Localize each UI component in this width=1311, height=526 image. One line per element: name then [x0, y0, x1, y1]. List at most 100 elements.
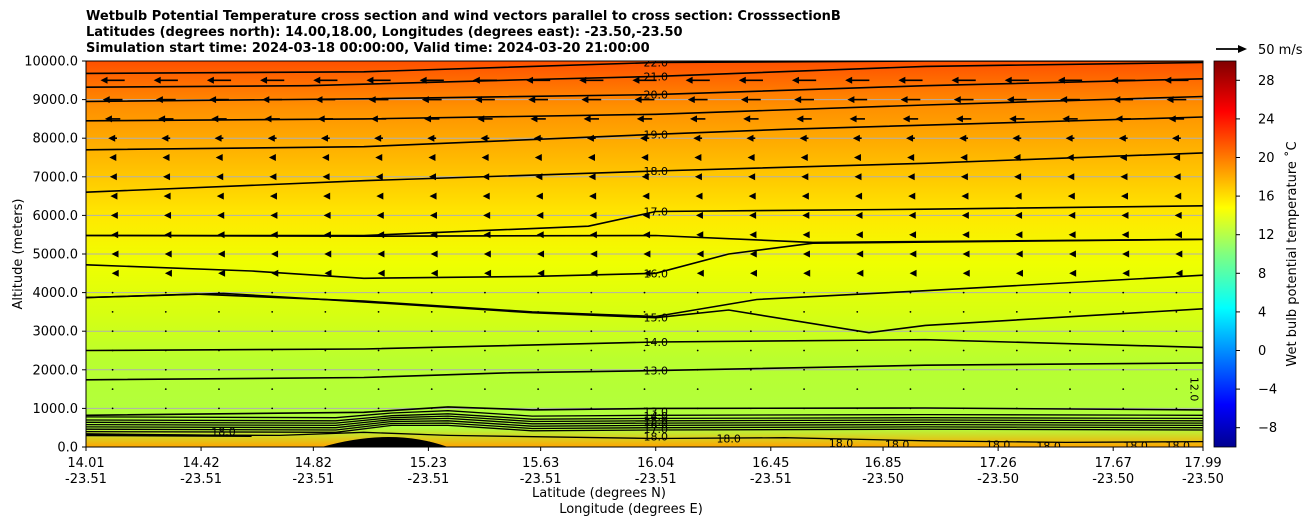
wind-vector-head [217, 250, 225, 258]
wind-vector [643, 368, 646, 371]
wind-vector-head [685, 76, 693, 84]
wind-vector [111, 291, 114, 294]
wind-vector [590, 388, 593, 390]
wind-vector-head [370, 115, 378, 123]
wind-vector-head [799, 134, 807, 142]
contour-line [86, 406, 1203, 417]
y-tick-label: 9000.0 [33, 93, 79, 108]
wind-vector-head [260, 76, 268, 84]
wind-vector-head [643, 250, 651, 258]
wind-vector [164, 388, 167, 390]
wind-vector [643, 388, 646, 390]
wind-vector-head [643, 269, 651, 277]
contour-label: 17.0 [643, 206, 668, 219]
contour-label: 18.0 [643, 431, 668, 444]
wind-vector-head [1015, 250, 1023, 258]
wind-vector [1122, 349, 1125, 352]
wind-vector-head [900, 96, 908, 104]
wind-vector-head [323, 231, 331, 239]
x-axis: 14.01-23.5114.42-23.5114.82-23.5115.23-2… [65, 447, 1224, 487]
wind-vector-head [1122, 269, 1130, 277]
x-tick-label-lon: -23.50 [1182, 472, 1224, 487]
wind-vector-head [324, 250, 332, 258]
wind-vector-head [740, 96, 748, 104]
wind-vector-head [215, 154, 223, 161]
wind-vector [803, 311, 805, 313]
x-tick-label-lat: 17.99 [1184, 456, 1221, 471]
wind-vector-head [590, 250, 598, 258]
wind-vector [430, 291, 433, 294]
wind-vector-head [696, 231, 704, 239]
wind-vector [856, 330, 859, 333]
wind-vector-head [961, 192, 969, 200]
y-tick-label: 7000.0 [33, 170, 79, 185]
wind-vector [803, 349, 805, 352]
colorbar-ticks: −8 −4 0 4 8 12 16 20 24 28 [1236, 74, 1277, 436]
contour-line [86, 61, 1203, 75]
wind-vector-head [961, 211, 969, 219]
wind-vector-head [1012, 134, 1020, 142]
wind-vector [377, 291, 380, 294]
colorbar-tick-label: 16 [1258, 190, 1275, 205]
wind-vector [537, 407, 540, 410]
wind-vector-head [482, 173, 490, 181]
wind-vector-head [634, 96, 642, 104]
contour-label: 18.0 [829, 437, 854, 450]
colorbar-tick-label: 8 [1258, 267, 1266, 282]
wind-vector-head [535, 192, 543, 200]
wind-vector-head [1172, 134, 1180, 142]
wind-vector-head [589, 192, 597, 200]
wind-vector-head [962, 250, 970, 258]
low-level-contour [86, 417, 1203, 427]
contour-label: 18.0 [1165, 439, 1190, 452]
contour-line-18-surface [86, 431, 1203, 444]
wind-vector [271, 311, 274, 313]
wind-vector [1015, 291, 1018, 294]
wind-vector [218, 407, 220, 410]
wind-vector-head [377, 231, 385, 239]
wind-vector [1122, 311, 1125, 313]
wind-vector [537, 388, 540, 390]
wind-vector-head [898, 76, 906, 84]
wind-vector [962, 388, 965, 390]
wind-vector-head [1121, 192, 1129, 200]
wind-vector [696, 291, 699, 294]
wind-vector-head [853, 154, 861, 161]
wind-vector-head [640, 134, 648, 142]
y-tick-label: 2000.0 [33, 363, 79, 378]
wind-vector-head [749, 211, 757, 219]
wind-vector-head [216, 173, 224, 181]
wind-vector-head [743, 115, 751, 123]
wind-vector-head [906, 134, 914, 142]
wind-vector-head [104, 115, 112, 123]
wind-vector [377, 311, 380, 313]
wind-vector [324, 388, 327, 390]
wind-vector-head [267, 134, 275, 142]
wind-vector [537, 291, 540, 294]
contour-labels: 22.021.020.019.018.017.016.015.014.013.0… [211, 61, 1200, 452]
wind-vector-head [1068, 211, 1076, 219]
wind-vector [803, 330, 805, 333]
contour-label: 21.0 [643, 70, 668, 83]
low-level-contour [86, 415, 1203, 424]
wind-vector [324, 291, 327, 294]
wind-vector [111, 368, 114, 371]
wind-vector [218, 330, 220, 333]
contour-label: 17.0 [643, 423, 668, 436]
contour-label: 18.0 [1123, 439, 1148, 452]
wind-vector [1069, 388, 1071, 390]
wind-vector-head [430, 269, 438, 277]
wind-vector [111, 407, 114, 410]
wind-vector [643, 330, 646, 333]
wind-vector-head [262, 96, 270, 104]
wind-vector [590, 349, 593, 352]
wind-vector-head [155, 96, 163, 104]
wind-vector [803, 407, 805, 410]
wind-vector-head [375, 154, 383, 161]
colorbar-tick-label: 24 [1258, 112, 1275, 127]
wind-vector-head [430, 231, 438, 239]
wind-vector [1015, 368, 1018, 371]
low-level-contour [86, 410, 1203, 419]
wind-vector-head [845, 76, 853, 84]
wind-vector-head [368, 96, 376, 104]
